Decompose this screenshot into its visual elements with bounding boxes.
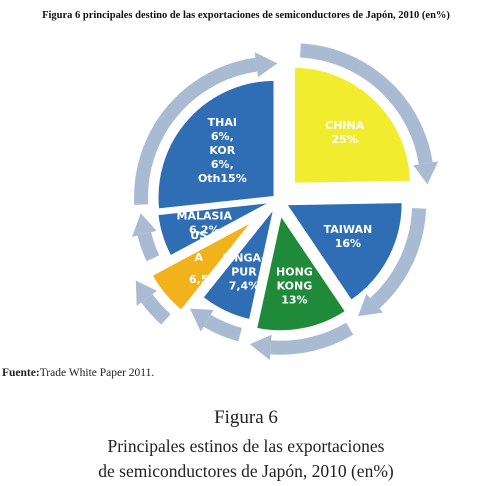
pie-slice-label: 7,4%: [229, 279, 260, 292]
cycle-arrows: [132, 43, 439, 360]
pie-slice-label: HONG: [276, 265, 313, 278]
pie-slice-label: MALASIA: [177, 210, 233, 223]
source-label: Fuente:: [2, 367, 40, 379]
pie-slice: [291, 64, 413, 186]
pie-slice-label: 13%: [281, 293, 307, 306]
pie-slice-label: %: [193, 295, 204, 308]
source-note: Fuente:Trade White Paper 2011.: [2, 367, 154, 379]
pie-slice-label: 6,5: [189, 273, 209, 286]
pie-slice-label: PUR: [231, 265, 257, 278]
pie-slice-label: A: [194, 251, 203, 264]
pie-slice-label: 16%: [335, 237, 361, 250]
pie-slice-label: Oth15%: [198, 172, 247, 185]
cycle-arrow-shaft: [137, 232, 160, 262]
cycle-arrow-shaft: [134, 57, 258, 206]
pie-slice-label: 25%: [332, 133, 358, 146]
cycle-arrow-shaft: [270, 322, 354, 355]
pie-slice-label: THAI: [208, 116, 237, 129]
cycle-arrow-head: [413, 161, 439, 185]
cycle-arrow-shaft: [141, 294, 171, 325]
caption-line-1: Principales estinos de las exportaciones: [107, 436, 385, 456]
cycle-arrow-head: [189, 308, 214, 332]
cycle-arrow-shaft: [203, 314, 243, 342]
pie-slice-label: KOR: [209, 144, 235, 157]
pie-slice: [155, 199, 275, 260]
pie-slice-label: 6,2%: [189, 224, 220, 237]
pie-slice-label: TAIWAN: [324, 223, 373, 236]
caption-line-2: de semiconductores de Japón, 2010 (en%): [98, 461, 394, 481]
cycle-arrow-shaft: [369, 208, 427, 309]
pie-slices: [148, 64, 413, 334]
pie-slice: [148, 217, 257, 314]
pie-slice-label: US: [190, 229, 207, 242]
cycle-arrow-head: [249, 334, 272, 360]
pie-slice: [155, 77, 277, 212]
pie-slice-label: 6%,: [211, 158, 234, 171]
pie-slice-label: 6%,: [211, 130, 234, 143]
pie-slice: [199, 204, 277, 323]
chart-top-title: Figura 6 principales destino de las expo…: [42, 10, 450, 21]
caption-figure-number: Figura 6: [214, 407, 278, 428]
cycle-arrow-head: [132, 213, 157, 238]
cycle-arrow-head: [358, 293, 384, 317]
cycle-arrow-head: [135, 280, 158, 306]
pie-slice-label: KONG: [277, 279, 313, 292]
pie-slice: [282, 200, 405, 304]
source-text: Trade White Paper 2011.: [39, 367, 155, 379]
cycle-arrow-head: [254, 52, 278, 78]
pie-slice: [253, 210, 349, 334]
cycle-arrow-shaft: [299, 43, 433, 165]
pie-slice-label: SINGA-: [222, 251, 265, 264]
pie-slice-label: CHINA: [325, 119, 365, 132]
